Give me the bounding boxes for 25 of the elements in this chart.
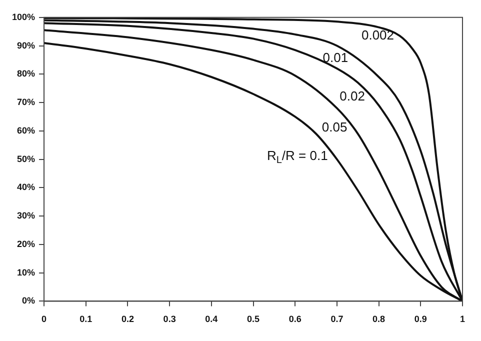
- x-tick-label: 0: [42, 314, 47, 324]
- series-label: 0.05: [322, 120, 348, 135]
- x-tick-label: 0.5: [247, 314, 260, 324]
- y-tick-label: 80%: [17, 68, 36, 79]
- x-tick-label: 1: [460, 314, 466, 324]
- y-tick-label: 20%: [17, 238, 36, 249]
- y-tick-label: 70%: [17, 97, 36, 108]
- x-tick-label: 0.6: [288, 314, 302, 324]
- y-tick-label: 0%: [22, 296, 36, 306]
- x-tick-label: 0.3: [163, 314, 176, 324]
- y-tick-label: 50%: [17, 154, 36, 164]
- y-tick-label: 10%: [17, 267, 36, 278]
- x-tick-label: 0.9: [414, 314, 427, 324]
- y-tick-label: 40%: [17, 182, 36, 192]
- y-tick-label: 90%: [17, 40, 36, 50]
- x-tick-label: 0.1: [80, 314, 92, 324]
- x-tick-label: 0.8: [372, 314, 386, 324]
- y-tick-label: 30%: [17, 210, 36, 221]
- series-label: 0.02: [340, 88, 365, 104]
- x-tick-label: 0.4: [205, 314, 218, 324]
- y-tick-label: 100%: [12, 12, 36, 22]
- x-tick-label: 0.2: [121, 314, 134, 324]
- series-label: 0.01: [322, 50, 348, 66]
- x-tick-label: 0.7: [330, 314, 344, 324]
- y-tick-label: 60%: [17, 125, 36, 136]
